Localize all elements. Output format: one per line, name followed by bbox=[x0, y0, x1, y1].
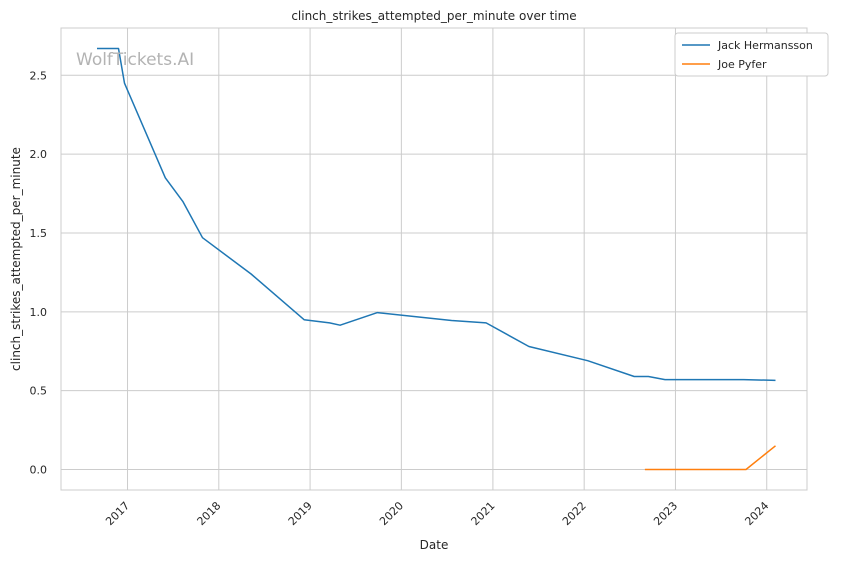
series-line-joe-pyfer bbox=[644, 445, 776, 471]
series-lines bbox=[97, 47, 776, 471]
x-tick-label: 2017 bbox=[103, 499, 132, 528]
x-axis-label: Date bbox=[420, 538, 449, 552]
x-tick-label: 2022 bbox=[560, 499, 589, 528]
y-tick-label: 2.5 bbox=[30, 69, 48, 82]
legend: Jack Hermansson Joe Pyfer bbox=[674, 32, 829, 77]
legend-label-joe-pyfer: Joe Pyfer bbox=[717, 58, 767, 71]
y-tick-label: 2.0 bbox=[30, 148, 48, 161]
y-tick-label: 0.5 bbox=[30, 385, 48, 398]
x-tick-label: 2018 bbox=[195, 499, 224, 528]
y-tick-labels: 0.0 0.5 1.0 1.5 2.0 2.5 bbox=[30, 69, 48, 476]
x-gridlines bbox=[127, 28, 768, 490]
x-tick-label: 2021 bbox=[469, 499, 498, 528]
legend-box bbox=[674, 32, 829, 77]
plot-area bbox=[60, 27, 808, 491]
y-tick-label: 1.5 bbox=[30, 227, 48, 240]
watermark: WolfTickets.AI bbox=[76, 50, 194, 70]
chart-title: clinch_strikes_attempted_per_minute over… bbox=[291, 9, 576, 23]
x-tick-label: 2019 bbox=[286, 499, 315, 528]
y-axis-label: clinch_strikes_attempted_per_minute bbox=[9, 147, 23, 371]
x-tick-labels: 2017 2018 2019 2020 2021 2022 2023 2024 bbox=[103, 499, 771, 528]
x-tick-label: 2020 bbox=[377, 499, 406, 528]
y-tick-label: 0.0 bbox=[30, 464, 48, 477]
legend-label-jack-hermansson: Jack Hermansson bbox=[717, 39, 813, 52]
x-tick-label: 2023 bbox=[651, 499, 680, 528]
x-tick-label: 2024 bbox=[742, 499, 771, 528]
series-line-jack-hermansson bbox=[97, 47, 776, 382]
y-tick-label: 1.0 bbox=[30, 306, 48, 319]
